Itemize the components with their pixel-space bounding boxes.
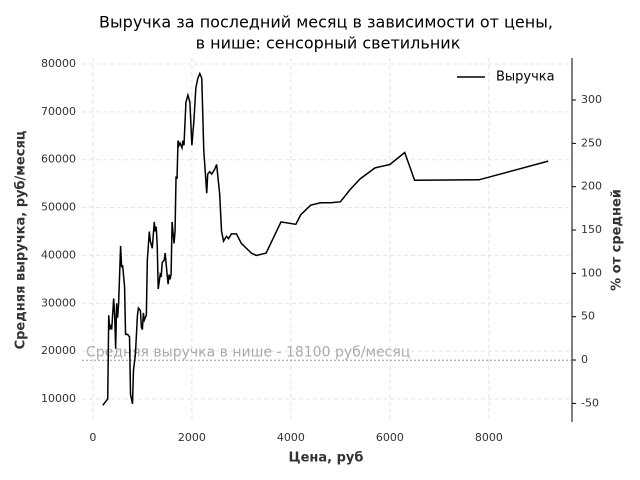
chart-title: в нише: сенсорный светильник <box>196 34 461 53</box>
y2-tick-label: 150 <box>581 223 602 236</box>
y2-axis-label: % от средней <box>610 189 625 291</box>
y-tick-label: 20000 <box>41 344 76 357</box>
line <box>102 71 549 406</box>
x-tick-label: 2000 <box>178 431 206 444</box>
y-tick-label: 80000 <box>41 57 76 70</box>
chart-title: Выручка за последний месяц в зависимости… <box>99 13 553 32</box>
x-tick-label: 4000 <box>277 431 305 444</box>
x-tick-label: 6000 <box>376 431 404 444</box>
y2-tick-label: 200 <box>581 180 602 193</box>
y2-tick-label: 50 <box>581 310 595 323</box>
y-tick-label: 50000 <box>41 201 76 214</box>
y2-tick-label: 250 <box>581 136 602 149</box>
x-tick-label: 0 <box>89 431 96 444</box>
y2-tick-label: 0 <box>581 353 588 366</box>
y2-tick-label: 300 <box>581 93 602 106</box>
y-tick-label: 10000 <box>41 392 76 405</box>
annotation: Средняя выручка в нише - 18100 руб/месяц <box>86 344 410 360</box>
y-tick-label: 60000 <box>41 153 76 166</box>
legend-label: Выручка <box>496 70 555 85</box>
y-axis-label: Средняя выручка, руб/месяц <box>14 130 29 349</box>
y-tick-label: 70000 <box>41 105 76 118</box>
y2-tick-label: 100 <box>581 266 602 279</box>
y-tick-label: 40000 <box>41 248 76 261</box>
x-axis-label: Цена, руб <box>289 451 364 466</box>
y-tick-label: 30000 <box>41 296 76 309</box>
x-tick-label: 8000 <box>475 431 503 444</box>
y2-tick-label: -50 <box>581 396 599 409</box>
